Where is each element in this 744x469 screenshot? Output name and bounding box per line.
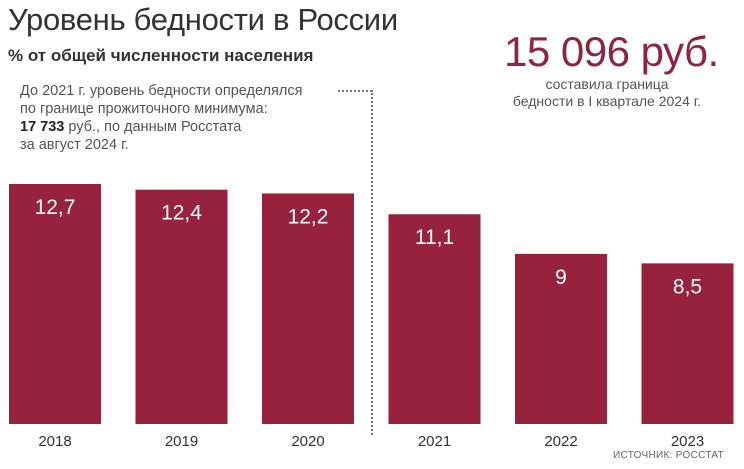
x-tick-label-2021: 2021 (418, 433, 451, 450)
methodology-note: До 2021 г. уровень бедности определялся … (20, 82, 340, 154)
note-line3-rest: руб., по данным Росстата (64, 119, 242, 135)
bar-2020 (262, 193, 354, 424)
bar-2022 (515, 253, 607, 424)
divider-dotted-vertical (371, 90, 373, 435)
poverty-line-caption-line1: составила граница (545, 76, 669, 92)
bar-value-label-2018: 12,7 (35, 196, 76, 219)
x-tick-label-2018: 2018 (38, 433, 71, 450)
note-line2: по границе прожиточного минимума: (20, 101, 268, 117)
x-tick-label-2023: 2023 (671, 433, 704, 450)
source-note: ИСТОЧНИК: РОССТАТ (613, 450, 724, 461)
note-line4: за август 2024 г. (20, 137, 129, 153)
bar-2018 (9, 184, 101, 424)
note-line3: 17 733 руб., по данным Росстата (20, 118, 340, 136)
bar-value-label-2020: 12,2 (288, 205, 329, 228)
poverty-line-value: 15 096 руб. (504, 28, 719, 75)
bar-value-label-2022: 9 (555, 266, 567, 289)
note-amount: 17 733 (20, 119, 65, 135)
bar-2019 (135, 189, 228, 424)
page-subtitle: % от общей численности населения (8, 46, 314, 65)
note-line1: До 2021 г. уровень бедности определялся (20, 83, 303, 99)
bar-value-label-2021: 11,1 (415, 226, 454, 249)
divider-dotted-horizontal (338, 90, 372, 92)
bar-value-label-2023: 8,5 (673, 275, 702, 298)
bar-2023 (641, 263, 734, 424)
bar-2021 (388, 214, 481, 424)
poverty-line-caption-line2: бедности в I квартале 2024 г. (512, 93, 702, 109)
page-title: Уровень бедности в России (8, 2, 398, 37)
bar-value-label-2019: 12,4 (161, 202, 202, 225)
x-tick-label-2022: 2022 (544, 433, 577, 450)
poverty-line-caption: составила граница бедности в I квартале … (490, 76, 724, 110)
x-tick-label-2020: 2020 (291, 433, 324, 450)
x-tick-label-2019: 2019 (165, 433, 198, 450)
